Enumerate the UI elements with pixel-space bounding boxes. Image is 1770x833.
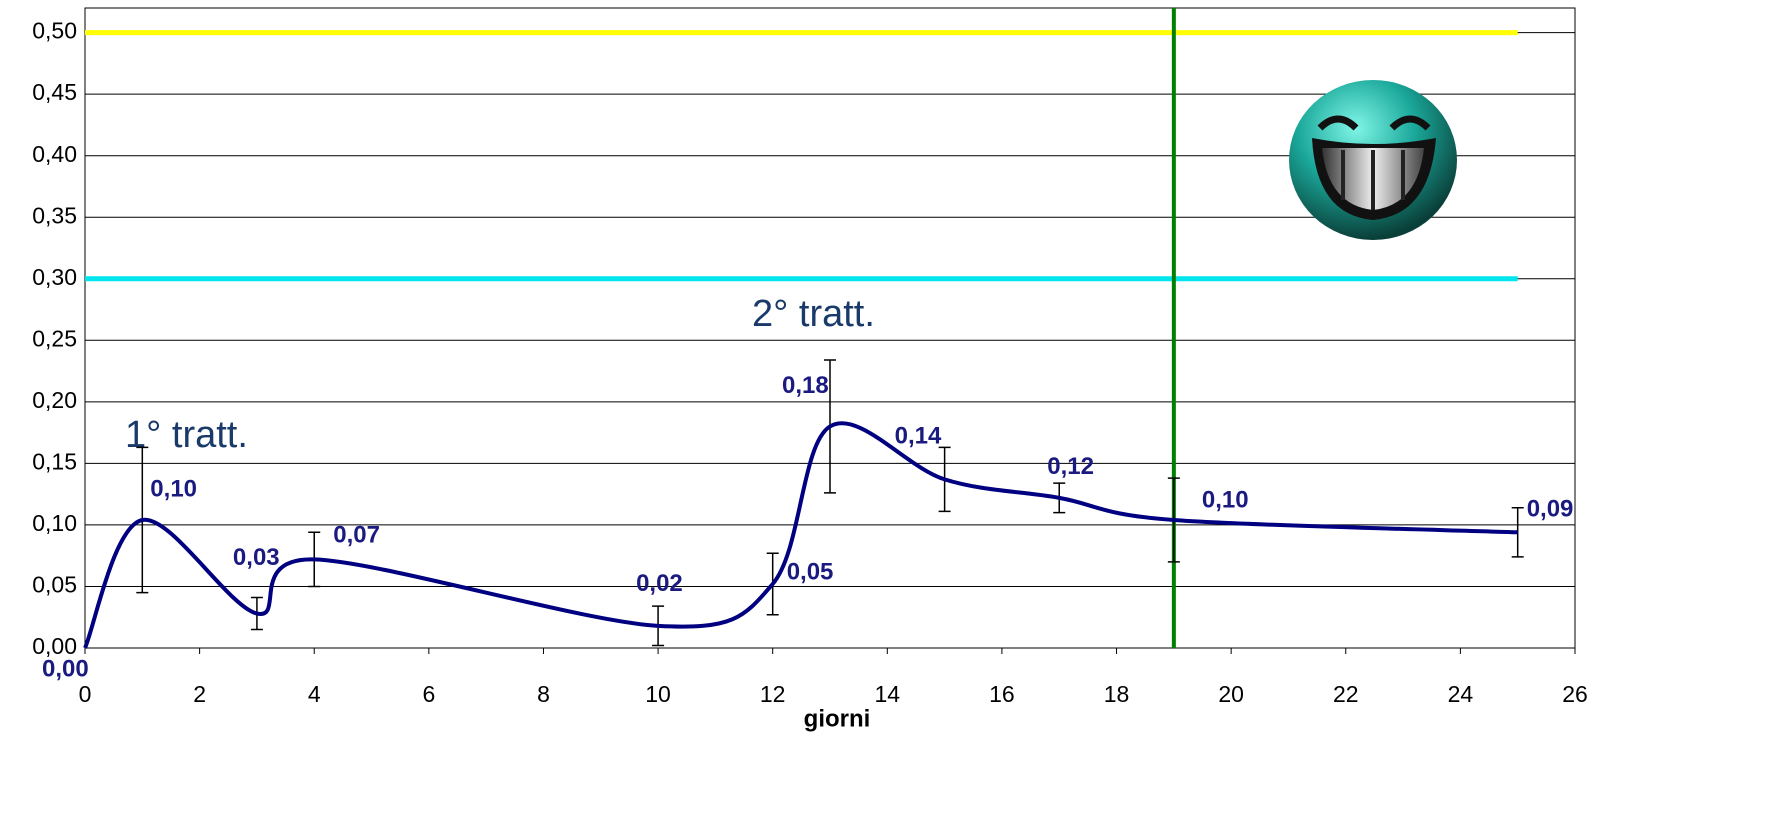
data-label: 0,02: [636, 570, 683, 597]
x-tick-label: 22: [1333, 681, 1359, 707]
x-axis-label: giorni: [804, 705, 871, 732]
x-tick-label: 4: [308, 681, 321, 707]
x-tick-label: 14: [875, 681, 901, 707]
data-label: 0,00: [42, 655, 89, 682]
x-tick-label: 0: [79, 681, 92, 707]
y-tick-label: 0,15: [32, 448, 77, 474]
y-tick-label: 0,35: [32, 202, 77, 228]
data-label: 0,14: [895, 423, 942, 450]
x-tick-label: 20: [1218, 681, 1244, 707]
data-label: 0,10: [1202, 486, 1249, 513]
x-tick-label: 12: [760, 681, 786, 707]
x-tick-label: 8: [537, 681, 550, 707]
annotation: 1° tratt.: [125, 414, 248, 456]
x-tick-label: 6: [422, 681, 435, 707]
data-label: 0,09: [1527, 496, 1574, 523]
series-line: [83, 421, 1518, 649]
y-tick-label: 0,45: [32, 79, 77, 105]
x-tick-label: 26: [1562, 681, 1588, 707]
y-tick-label: 0,05: [32, 572, 77, 598]
data-label: 0,05: [787, 558, 834, 585]
y-tick-label: 0,50: [32, 18, 77, 44]
y-tick-label: 0,40: [32, 141, 77, 167]
x-tick-label: 16: [989, 681, 1015, 707]
y-tick-label: 0,00: [32, 633, 77, 659]
data-label: 0,03: [233, 544, 280, 571]
data-label: 0,07: [333, 522, 380, 549]
plot-layer: 0,00 0,05 0,10 0,15 0,20 0,25 0,30 0,35 0,40 0,45…: [32, 7, 1588, 732]
data-label: 0,18: [782, 372, 829, 399]
x-tick-label: 2: [193, 681, 206, 707]
data-label: 0,10: [150, 475, 197, 502]
annotation: 2° tratt.: [752, 293, 875, 335]
x-tick-label: 10: [645, 681, 671, 707]
y-tick-label: 0,25: [32, 325, 77, 351]
y-tick-label: 0,20: [32, 387, 77, 413]
x-tick-label: 18: [1104, 681, 1130, 707]
x-tick-label: 24: [1448, 681, 1474, 707]
y-tick-label: 0,10: [32, 510, 77, 536]
y-tick-label: 0,30: [32, 264, 77, 290]
smiley-icon: [1289, 80, 1457, 240]
data-label: 0,12: [1047, 453, 1094, 480]
